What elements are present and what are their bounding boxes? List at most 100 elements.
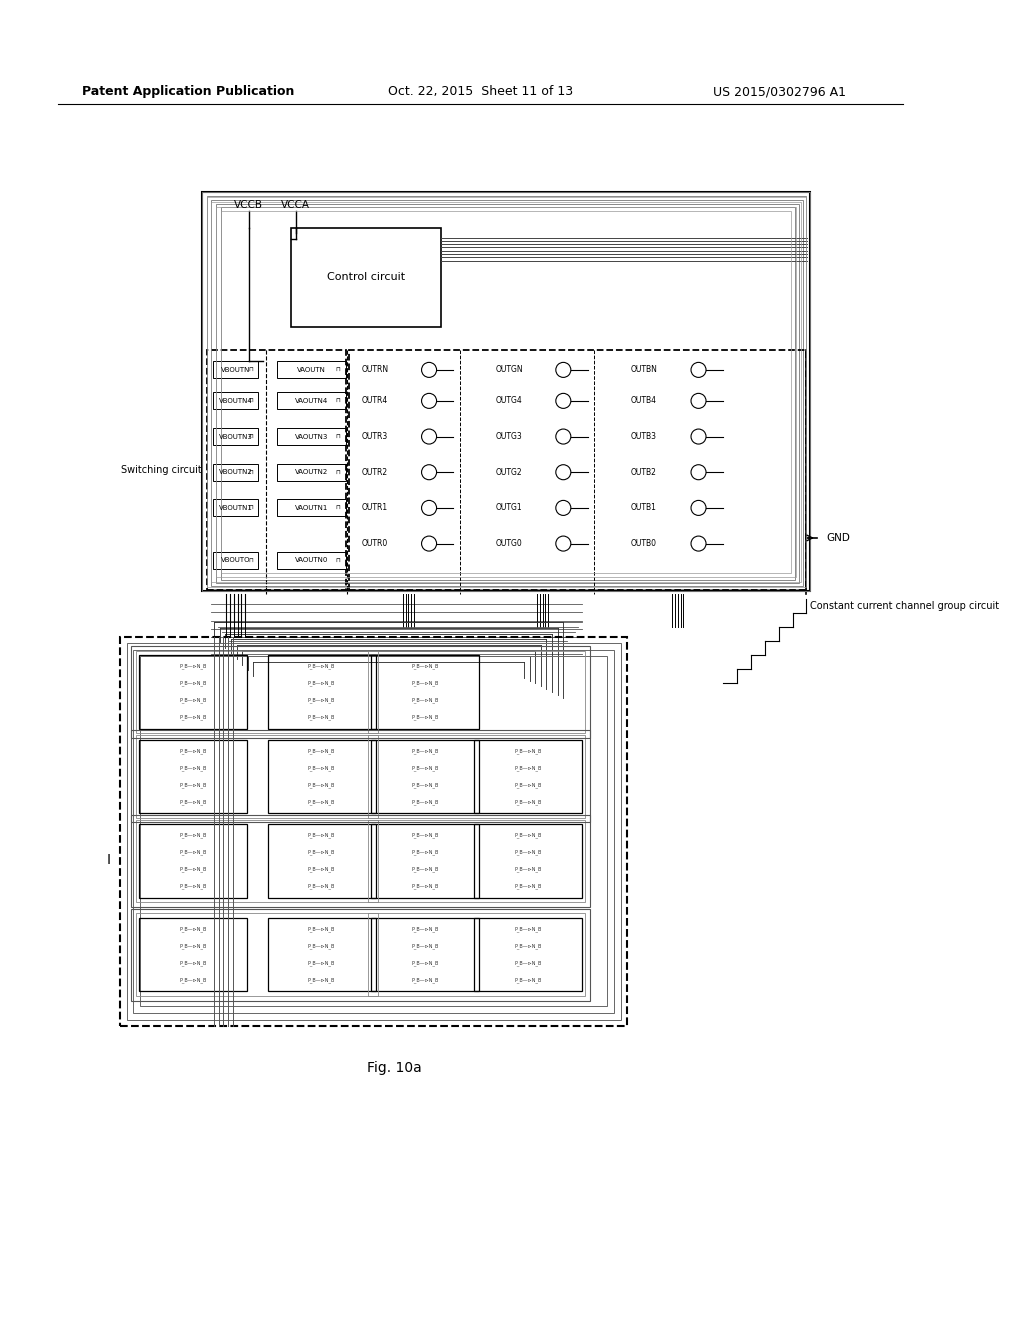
Text: P_B—⊳N_B: P_B—⊳N_B (412, 883, 438, 890)
Text: OUTB1: OUTB1 (631, 503, 656, 512)
Bar (276, 499, 345, 516)
Text: P_B—⊳N_B: P_B—⊳N_B (179, 961, 207, 966)
Bar (207, 197, 806, 587)
Bar (213, 463, 258, 480)
Circle shape (556, 500, 570, 515)
Bar (371, 919, 479, 991)
Text: P_B—⊳N_B: P_B—⊳N_B (179, 714, 207, 721)
Text: P_B—⊳N_B: P_B—⊳N_B (179, 866, 207, 873)
Text: P_B—⊳N_B: P_B—⊳N_B (412, 944, 438, 949)
Circle shape (556, 393, 570, 408)
Text: P_B—⊳N_B: P_B—⊳N_B (308, 799, 335, 805)
Text: P_B—⊳N_B: P_B—⊳N_B (179, 883, 207, 890)
Text: P_B—⊳N_B: P_B—⊳N_B (514, 866, 542, 873)
Bar (216, 206, 797, 577)
Text: P_B—⊳N_B: P_B—⊳N_B (514, 927, 542, 932)
Text: P_B—⊳N_B: P_B—⊳N_B (308, 766, 335, 771)
Text: OUTG4: OUTG4 (496, 396, 522, 405)
Bar (371, 739, 479, 813)
Bar (139, 824, 247, 898)
Bar (276, 428, 345, 445)
Text: P_B—⊳N_B: P_B—⊳N_B (308, 664, 335, 669)
Text: VAOUTN1: VAOUTN1 (295, 506, 328, 511)
Bar (368, 651, 585, 733)
Bar (213, 499, 258, 516)
Text: P_B—⊳N_B: P_B—⊳N_B (412, 781, 438, 788)
Text: P_B—⊳N_B: P_B—⊳N_B (308, 781, 335, 788)
Text: P_B—⊳N_B: P_B—⊳N_B (514, 833, 542, 838)
Circle shape (422, 363, 436, 378)
Text: ⊓: ⊓ (248, 399, 253, 404)
Text: OUTRN: OUTRN (361, 366, 388, 375)
Bar (127, 643, 621, 1019)
Text: VBOUTO: VBOUTO (221, 557, 251, 564)
Text: OUTB4: OUTB4 (631, 396, 657, 405)
Bar (202, 193, 810, 591)
Text: P_B—⊳N_B: P_B—⊳N_B (514, 781, 542, 788)
Text: P_B—⊳N_B: P_B—⊳N_B (308, 714, 335, 721)
Text: P_B—⊳N_B: P_B—⊳N_B (179, 850, 207, 855)
Bar (267, 655, 376, 729)
Bar (371, 824, 479, 898)
Bar (131, 908, 590, 1001)
Bar (474, 824, 582, 898)
Text: OUTG0: OUTG0 (496, 539, 522, 548)
Bar (213, 362, 258, 379)
Text: OUTG3: OUTG3 (496, 432, 522, 441)
Bar (139, 655, 247, 729)
Text: P_B—⊳N_B: P_B—⊳N_B (412, 664, 438, 669)
Bar (140, 656, 607, 1006)
Text: P_B—⊳N_B: P_B—⊳N_B (308, 866, 335, 873)
Text: OUTR2: OUTR2 (361, 467, 388, 477)
Text: ⊓: ⊓ (336, 399, 340, 404)
Bar (276, 392, 345, 409)
Text: VAOUTN4: VAOUTN4 (295, 397, 328, 404)
Text: P_B—⊳N_B: P_B—⊳N_B (179, 833, 207, 838)
Text: OUTGN: OUTGN (496, 366, 523, 375)
Bar (220, 211, 792, 573)
Text: VBOUTN3: VBOUTN3 (219, 433, 253, 440)
Text: P_B—⊳N_B: P_B—⊳N_B (179, 681, 207, 686)
Bar (213, 392, 258, 409)
Text: P_B—⊳N_B: P_B—⊳N_B (179, 664, 207, 669)
Text: P_B—⊳N_B: P_B—⊳N_B (308, 961, 335, 966)
Bar (136, 735, 378, 817)
Bar (139, 919, 247, 991)
Text: OUTBN: OUTBN (631, 366, 657, 375)
Text: US 2015/0302796 A1: US 2015/0302796 A1 (713, 86, 846, 99)
Bar (207, 350, 345, 590)
Text: P_B—⊳N_B: P_B—⊳N_B (412, 714, 438, 721)
Circle shape (556, 429, 570, 444)
Text: P_B—⊳N_B: P_B—⊳N_B (308, 883, 335, 890)
Bar (136, 913, 378, 997)
Circle shape (691, 393, 706, 408)
Text: P_B—⊳N_B: P_B—⊳N_B (514, 977, 542, 983)
Text: ⊓: ⊓ (248, 506, 253, 511)
Bar (213, 552, 258, 569)
Circle shape (422, 536, 436, 550)
Text: ⊓: ⊓ (336, 506, 340, 511)
Bar (207, 197, 807, 589)
Text: P_B—⊳N_B: P_B—⊳N_B (308, 977, 335, 983)
Circle shape (422, 500, 436, 515)
Bar (139, 739, 247, 813)
Bar (216, 203, 799, 583)
Text: Oct. 22, 2015  Sheet 11 of 13: Oct. 22, 2015 Sheet 11 of 13 (388, 86, 573, 99)
Bar (291, 228, 441, 327)
Text: OUTG1: OUTG1 (496, 503, 522, 512)
Text: Fig. 10a: Fig. 10a (367, 1061, 422, 1076)
Text: OUTB3: OUTB3 (631, 432, 657, 441)
Text: Patent Application Publication: Patent Application Publication (82, 86, 294, 99)
Bar (368, 913, 585, 997)
Text: Control circuit: Control circuit (327, 272, 406, 282)
Bar (211, 199, 803, 586)
Text: P_B—⊳N_B: P_B—⊳N_B (308, 748, 335, 754)
Circle shape (691, 536, 706, 550)
Text: P_B—⊳N_B: P_B—⊳N_B (514, 850, 542, 855)
Text: P_B—⊳N_B: P_B—⊳N_B (308, 681, 335, 686)
Circle shape (691, 500, 706, 515)
Bar (131, 645, 590, 738)
Bar (368, 735, 585, 817)
Text: P_B—⊳N_B: P_B—⊳N_B (412, 799, 438, 805)
Text: VBOUTN1: VBOUTN1 (219, 506, 253, 511)
